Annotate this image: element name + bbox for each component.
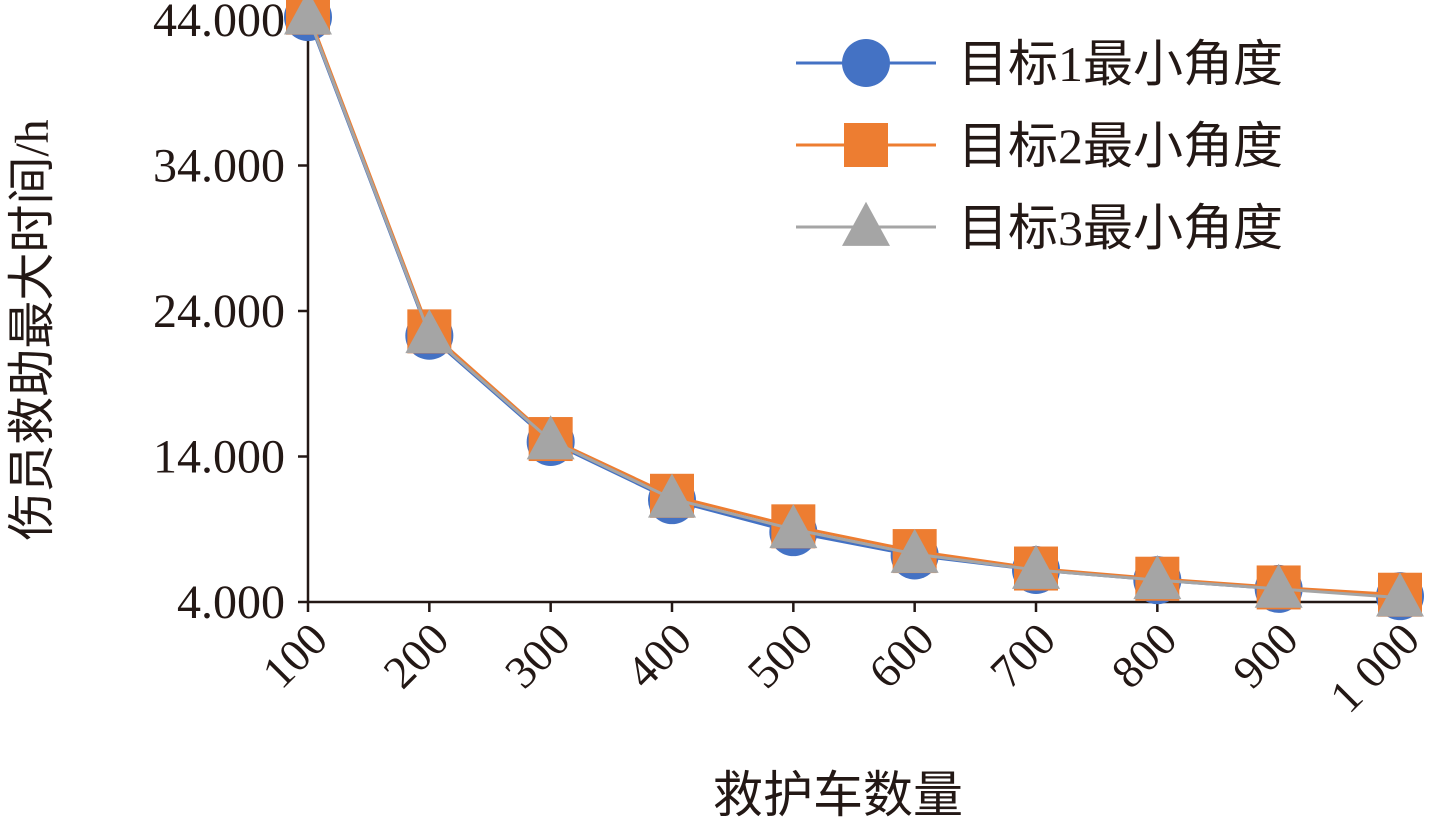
data-point bbox=[842, 39, 890, 87]
series-line bbox=[306, 15, 1401, 600]
y-tick-label: 44.000 bbox=[153, 0, 285, 47]
x-tick-label: 1 000 bbox=[1320, 613, 1429, 722]
data-point bbox=[1012, 544, 1060, 589]
data-point bbox=[1254, 563, 1303, 608]
series-layer bbox=[284, 0, 1424, 621]
series-3 bbox=[284, 0, 1424, 617]
legend-label: 目标1最小角度 bbox=[958, 36, 1283, 92]
y-tick-label: 24.000 bbox=[153, 285, 285, 338]
x-tick-label: 900 bbox=[1223, 613, 1308, 698]
x-tick-label: 400 bbox=[616, 613, 701, 698]
y-axis-title: 伤员救助最大时间/h bbox=[6, 119, 59, 540]
x-axis-title: 救护车数量 bbox=[713, 767, 963, 823]
x-tick-label: 800 bbox=[1102, 613, 1187, 698]
data-point bbox=[526, 415, 575, 460]
legend-label: 目标2最小角度 bbox=[958, 118, 1283, 174]
x-tick-label: 600 bbox=[859, 613, 944, 698]
data-point bbox=[1133, 554, 1182, 600]
legend-item: 目标3最小角度 bbox=[796, 200, 1283, 256]
x-tick-label: 200 bbox=[374, 613, 459, 698]
data-point bbox=[284, 0, 332, 35]
series-line bbox=[306, 12, 1401, 597]
series-line bbox=[306, 16, 1401, 598]
legend-label: 目标3最小角度 bbox=[958, 200, 1283, 256]
y-tick-label: 34.000 bbox=[153, 140, 285, 193]
data-point bbox=[844, 123, 888, 167]
legend-item: 目标1最小角度 bbox=[796, 36, 1283, 92]
y-tick-label: 4.000 bbox=[177, 576, 285, 629]
x-tick-label: 700 bbox=[980, 613, 1065, 698]
data-point bbox=[842, 201, 890, 246]
legend-item: 目标2最小角度 bbox=[796, 118, 1283, 174]
y-tick-label: 14.000 bbox=[153, 431, 285, 484]
series-2 bbox=[286, 0, 1422, 617]
data-point bbox=[890, 528, 939, 573]
data-point bbox=[1376, 572, 1424, 617]
data-point bbox=[648, 473, 696, 518]
data-point bbox=[405, 309, 454, 354]
series-1 bbox=[284, 0, 1424, 621]
x-tick-label: 500 bbox=[738, 613, 823, 698]
data-point bbox=[769, 504, 818, 549]
x-tick-label: 300 bbox=[495, 613, 580, 698]
